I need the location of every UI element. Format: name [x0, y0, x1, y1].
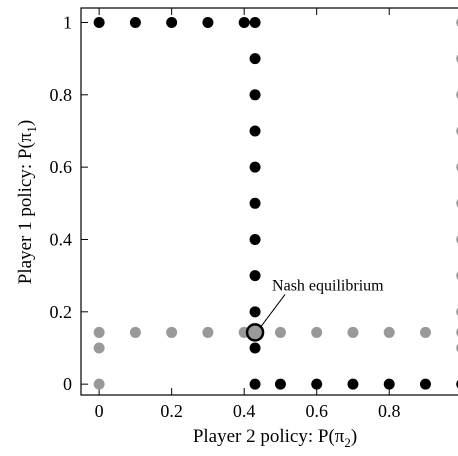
data-point — [93, 326, 105, 338]
data-point — [166, 326, 178, 338]
data-point — [347, 378, 359, 390]
data-point — [249, 197, 261, 209]
x-tick-label: 0.6 — [305, 401, 328, 421]
y-tick-label: 0.6 — [50, 157, 73, 177]
data-point — [419, 326, 431, 338]
y-tick-label: 1 — [63, 12, 72, 32]
data-point — [93, 378, 105, 390]
data-points — [93, 16, 458, 390]
data-point — [383, 326, 395, 338]
data-point — [202, 16, 214, 28]
y-axis-title: Player 1 policy: P(π1) — [15, 120, 39, 284]
data-point — [129, 16, 141, 28]
annotation-leader-line — [260, 294, 286, 327]
data-point — [274, 326, 286, 338]
y-axis-title-main: Player 1 policy: P(π — [15, 132, 36, 284]
y-tick-label: 0.4 — [50, 229, 73, 249]
data-point — [249, 233, 261, 245]
data-point — [249, 16, 261, 28]
data-point — [419, 378, 431, 390]
data-point — [347, 326, 359, 338]
x-tick-label: 0.2 — [160, 401, 183, 421]
x-axis-title-main: Player 2 policy: P(π — [193, 426, 345, 447]
data-point — [238, 16, 250, 28]
data-point — [249, 342, 261, 354]
x-tick-labels: 00.20.40.60.81 — [95, 401, 458, 421]
data-point — [249, 161, 261, 173]
data-point — [274, 378, 286, 390]
data-point — [383, 378, 395, 390]
data-point — [93, 342, 105, 354]
annotation-label: Nash equilibrium — [272, 277, 384, 294]
x-axis-title: Player 2 policy: P(π2) — [193, 426, 357, 450]
data-point — [166, 16, 178, 28]
y-tick-labels: 0 0.2 0.4 0.6 0.8 1 — [50, 12, 73, 394]
data-point — [129, 326, 141, 338]
data-point — [249, 89, 261, 101]
y-tick-label: 0.2 — [50, 302, 73, 322]
data-point — [202, 326, 214, 338]
y-tick-label: 0.8 — [50, 85, 73, 105]
y-axis-title-end: ) — [15, 120, 36, 126]
data-point — [249, 53, 261, 65]
nash-marker — [245, 323, 265, 342]
x-tick-label: 0.8 — [378, 401, 401, 421]
data-point — [311, 378, 323, 390]
y-tick-label: 0 — [63, 374, 72, 394]
x-tick-label: 0 — [95, 401, 104, 421]
nash-equilibrium-point — [245, 323, 265, 342]
data-point — [249, 306, 261, 318]
y-axis-title-sub: 1 — [24, 126, 39, 133]
x-axis-title-sub: 2 — [344, 435, 351, 450]
data-point — [249, 125, 261, 137]
data-point — [93, 16, 105, 28]
ticks — [81, 8, 390, 395]
data-point — [249, 270, 261, 282]
x-axis-title-end: ) — [351, 426, 357, 447]
x-tick-label: 0.4 — [233, 401, 256, 421]
plot-frame — [80, 7, 458, 396]
data-point — [249, 378, 261, 390]
data-point — [311, 326, 323, 338]
